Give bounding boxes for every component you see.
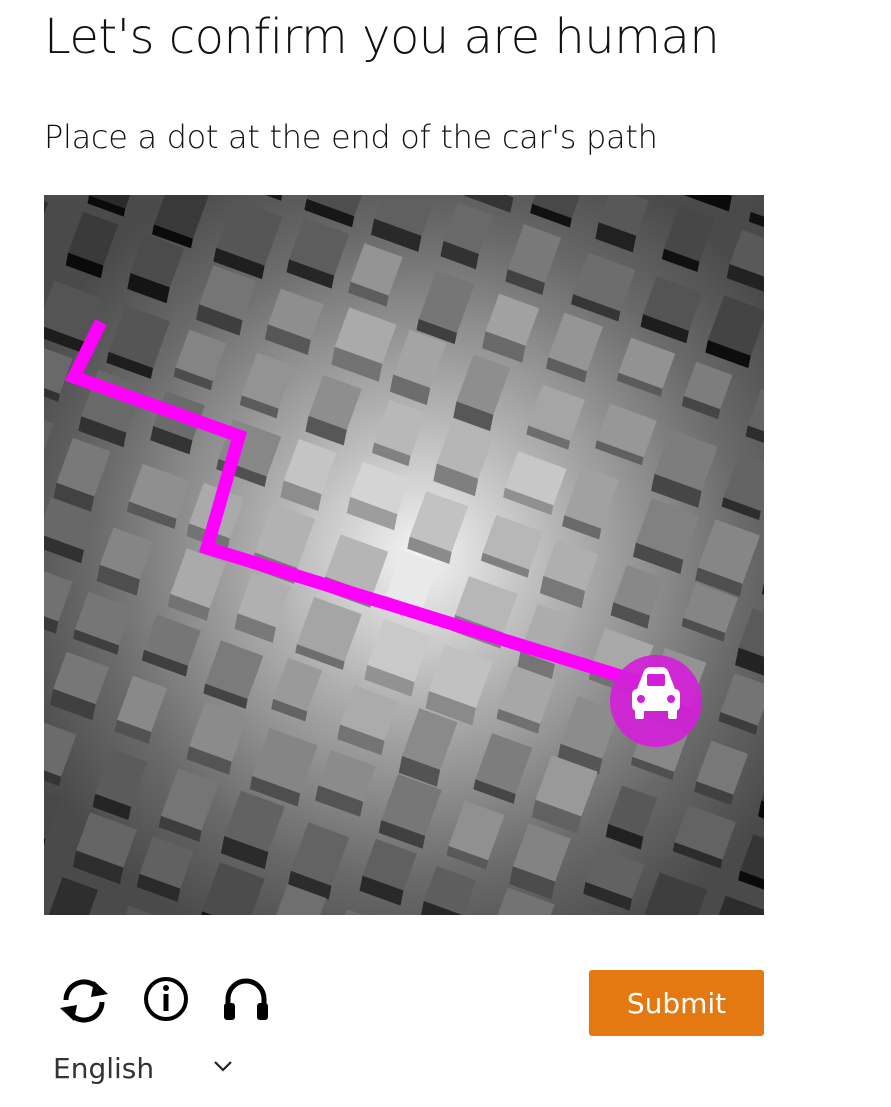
headphones-icon xyxy=(219,973,273,1025)
refresh-icon xyxy=(54,973,114,1029)
submit-button[interactable]: Submit xyxy=(589,970,764,1036)
captcha-puzzle-image[interactable] xyxy=(44,195,764,915)
language-selected-value: English xyxy=(53,1051,155,1085)
language-select[interactable]: English xyxy=(44,1042,244,1094)
car-marker xyxy=(610,655,702,747)
info-icon xyxy=(140,973,192,1025)
car-path xyxy=(64,319,665,696)
city-grid-image[interactable] xyxy=(44,195,764,915)
info-button[interactable] xyxy=(140,973,192,1025)
chevron-down-icon xyxy=(212,1058,234,1078)
challenge-instruction: Place a dot at the end of the car's path xyxy=(44,118,658,156)
car-icon xyxy=(632,667,680,719)
audio-challenge-button[interactable] xyxy=(219,973,273,1025)
page-title: Let's confirm you are human xyxy=(44,9,720,65)
refresh-button[interactable] xyxy=(54,973,114,1029)
